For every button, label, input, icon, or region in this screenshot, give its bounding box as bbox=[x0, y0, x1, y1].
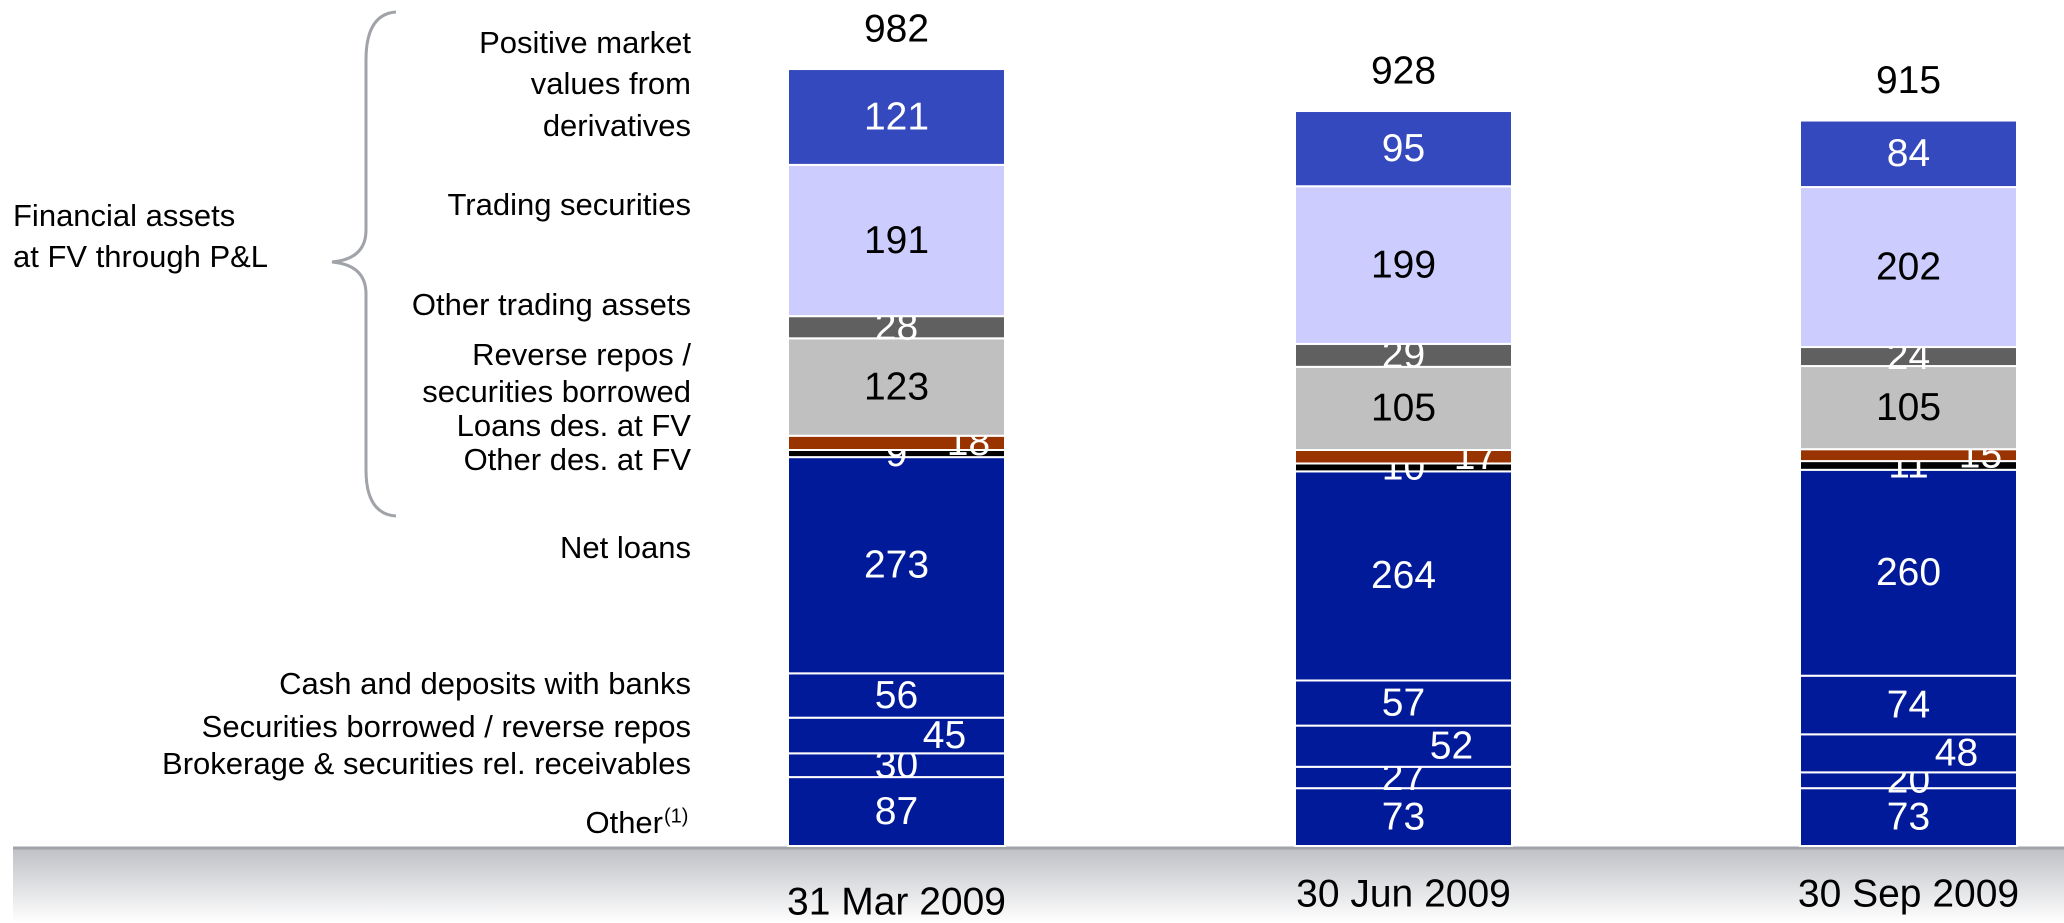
bar-segment bbox=[787, 776, 1006, 848]
legend-label-line: Net loans bbox=[560, 530, 691, 565]
value-label: 73 bbox=[1382, 795, 1425, 838]
value-label: 121 bbox=[864, 95, 929, 138]
legend-label: Loans des. at FV bbox=[457, 408, 692, 443]
legend-label: Cash and deposits with banks bbox=[279, 666, 691, 701]
legend-label: Reverse repos / securities borrowed bbox=[422, 337, 691, 409]
value-label: 264 bbox=[1371, 554, 1436, 597]
bar-segment bbox=[1799, 468, 2018, 677]
value-label: 73 bbox=[1887, 795, 1930, 838]
value-label: 74 bbox=[1887, 683, 1930, 726]
legend-label: Securities borrowed / reverse repos bbox=[202, 709, 691, 744]
value-label: 95 bbox=[1382, 127, 1425, 170]
floor bbox=[13, 849, 2064, 923]
value-label: 48 bbox=[1935, 732, 1978, 775]
bar-segment bbox=[1294, 110, 1513, 188]
bar-segment bbox=[1294, 470, 1513, 682]
bar-segment bbox=[1294, 679, 1513, 727]
legend-label-line: Other bbox=[585, 805, 663, 840]
x-tick-label: 30 Jun 2009 bbox=[1296, 872, 1511, 915]
bar-segment bbox=[787, 716, 1006, 755]
legend-label-line: values from bbox=[531, 66, 691, 101]
legend-label-line: derivatives bbox=[543, 108, 691, 143]
value-label: 56 bbox=[875, 674, 918, 717]
legend-label-line: Securities borrowed / reverse repos bbox=[202, 709, 691, 744]
legend-label-line: Other des. at FV bbox=[464, 442, 692, 477]
bar-segment bbox=[787, 337, 1006, 437]
x-tick-label: 30 Sep 2009 bbox=[1798, 872, 2019, 915]
legend-label: Other bbox=[585, 805, 663, 840]
total-label: 915 bbox=[1876, 59, 1941, 102]
footnote-marker: (1) bbox=[664, 805, 688, 827]
group-label-line: at FV through P&L bbox=[13, 239, 268, 274]
legend-label: Other trading assets bbox=[412, 287, 691, 322]
legend-label: Brokerage & securities rel. receivables bbox=[162, 746, 691, 781]
legend-label: Net loans bbox=[560, 530, 691, 565]
group-label-line: Financial assets bbox=[13, 198, 235, 233]
legend-label-line: Reverse repos / bbox=[472, 337, 691, 372]
x-tick-label: 31 Mar 2009 bbox=[787, 880, 1006, 923]
total-label: 982 bbox=[864, 7, 929, 50]
value-label: 105 bbox=[1876, 386, 1941, 429]
bar-segment bbox=[1799, 186, 2018, 349]
legend-label: Positive market values from derivatives bbox=[479, 25, 691, 143]
value-label: 105 bbox=[1371, 387, 1436, 430]
bar-segment bbox=[1799, 787, 2018, 848]
legend-label: Other des. at FV bbox=[464, 442, 692, 477]
bar-segment bbox=[1294, 365, 1513, 451]
value-label: 52 bbox=[1430, 725, 1473, 768]
legend-label-line: Positive market bbox=[479, 25, 691, 60]
legend-label-line: Cash and deposits with banks bbox=[279, 666, 691, 701]
bar-segment bbox=[1294, 724, 1513, 768]
value-label: 273 bbox=[864, 544, 929, 587]
value-label: 199 bbox=[1371, 243, 1436, 286]
value-label: 45 bbox=[923, 714, 966, 757]
legend-label: Trading securities bbox=[447, 187, 691, 222]
value-label: 191 bbox=[864, 219, 929, 262]
bar-segment bbox=[1799, 733, 2018, 774]
value-label: 123 bbox=[864, 365, 929, 408]
legend-label-line: Brokerage & securities rel. receivables bbox=[162, 746, 691, 781]
legend-label-line: Trading securities bbox=[447, 187, 691, 222]
total-label: 928 bbox=[1371, 49, 1436, 92]
bar-segment bbox=[787, 68, 1006, 166]
legend-label-line: Other trading assets bbox=[412, 287, 691, 322]
value-label: 260 bbox=[1876, 551, 1941, 594]
bar-segment bbox=[1799, 674, 2018, 736]
value-label: 84 bbox=[1887, 132, 1930, 175]
legend-label-line: securities borrowed bbox=[422, 374, 691, 409]
value-label: 202 bbox=[1876, 245, 1941, 288]
value-label: 87 bbox=[875, 790, 918, 833]
bar-segment bbox=[787, 163, 1006, 318]
group-label: Financial assets at FV through P&L bbox=[13, 198, 268, 274]
bar-segment bbox=[787, 456, 1006, 675]
bar-segment bbox=[787, 672, 1006, 719]
bar-segment bbox=[1294, 185, 1513, 345]
brace bbox=[331, 10, 397, 518]
bar-segment bbox=[1799, 119, 2018, 189]
legend-label-line: Loans des. at FV bbox=[457, 408, 692, 443]
value-label: 57 bbox=[1382, 681, 1425, 724]
